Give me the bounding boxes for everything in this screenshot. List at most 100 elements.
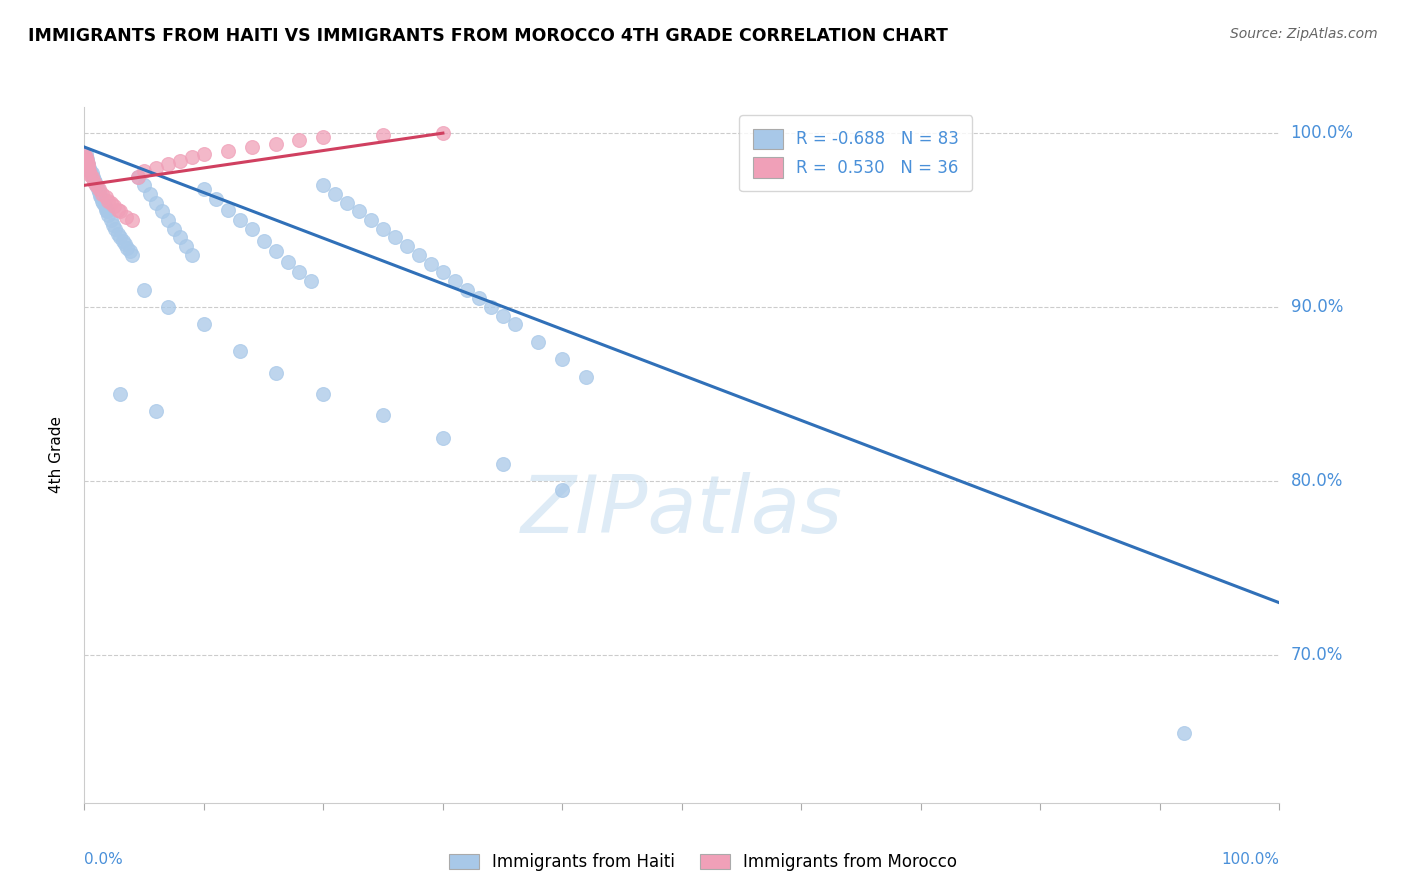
Point bbox=[100, 195, 122, 210]
Point bbox=[551, 352, 574, 367]
Point bbox=[575, 369, 598, 384]
Point bbox=[145, 195, 167, 210]
Point bbox=[86, 182, 108, 196]
Point bbox=[163, 222, 186, 236]
Point bbox=[323, 187, 346, 202]
Point bbox=[94, 190, 117, 204]
Point bbox=[408, 248, 430, 262]
Point bbox=[492, 457, 515, 471]
Point bbox=[169, 153, 191, 168]
Point bbox=[90, 190, 112, 204]
Point bbox=[127, 169, 149, 184]
Point bbox=[91, 187, 114, 202]
Y-axis label: 4th Grade: 4th Grade bbox=[49, 417, 63, 493]
Point bbox=[527, 334, 550, 349]
Point bbox=[145, 161, 167, 175]
Point bbox=[180, 248, 202, 262]
Text: 80.0%: 80.0% bbox=[1291, 472, 1343, 490]
Point bbox=[77, 164, 100, 178]
Point bbox=[336, 195, 359, 210]
Point bbox=[503, 318, 526, 332]
Point bbox=[371, 408, 394, 422]
Point bbox=[82, 169, 104, 184]
Point bbox=[349, 204, 371, 219]
Point bbox=[84, 175, 107, 189]
Point bbox=[127, 169, 149, 184]
Point bbox=[288, 133, 311, 147]
Point bbox=[456, 283, 478, 297]
Point bbox=[118, 244, 141, 259]
Text: 100.0%: 100.0% bbox=[1291, 124, 1354, 142]
Point bbox=[75, 152, 97, 166]
Point bbox=[396, 239, 419, 253]
Point bbox=[288, 265, 311, 279]
Point bbox=[301, 274, 323, 288]
Point bbox=[83, 173, 105, 187]
Point bbox=[193, 318, 215, 332]
Point bbox=[93, 195, 115, 210]
Point bbox=[107, 202, 129, 217]
Point bbox=[174, 239, 197, 253]
Legend: Immigrants from Haiti, Immigrants from Morocco: Immigrants from Haiti, Immigrants from M… bbox=[440, 845, 966, 880]
Point bbox=[96, 204, 118, 219]
Text: 70.0%: 70.0% bbox=[1291, 646, 1343, 664]
Legend: R = -0.688   N = 83, R =  0.530   N = 36: R = -0.688 N = 83, R = 0.530 N = 36 bbox=[740, 115, 973, 191]
Point bbox=[110, 204, 132, 219]
Point bbox=[479, 300, 502, 314]
Point bbox=[169, 230, 191, 244]
Point bbox=[371, 128, 394, 142]
Point bbox=[77, 161, 100, 175]
Point bbox=[79, 164, 101, 178]
Point bbox=[111, 234, 134, 248]
Point bbox=[87, 182, 110, 196]
Point bbox=[121, 213, 143, 227]
Point bbox=[253, 234, 276, 248]
Point bbox=[180, 151, 202, 165]
Point bbox=[80, 169, 103, 184]
Point bbox=[157, 300, 180, 314]
Point bbox=[360, 213, 382, 227]
Point bbox=[93, 199, 115, 213]
Point bbox=[94, 202, 117, 217]
Point bbox=[264, 244, 287, 259]
Point bbox=[139, 187, 162, 202]
Point bbox=[444, 274, 467, 288]
Point bbox=[157, 157, 180, 171]
Point bbox=[193, 182, 215, 196]
Point bbox=[432, 431, 454, 445]
Point bbox=[91, 194, 114, 208]
Point bbox=[97, 208, 120, 222]
Text: Source: ZipAtlas.com: Source: ZipAtlas.com bbox=[1230, 27, 1378, 41]
Point bbox=[467, 291, 491, 305]
Point bbox=[121, 248, 143, 262]
Point bbox=[114, 237, 136, 252]
Point bbox=[432, 265, 454, 279]
Point bbox=[77, 161, 100, 175]
Point bbox=[84, 178, 107, 193]
Point bbox=[228, 213, 252, 227]
Point bbox=[87, 186, 110, 200]
Point bbox=[228, 343, 252, 358]
Point bbox=[76, 152, 98, 166]
Point bbox=[97, 194, 120, 208]
Text: 100.0%: 100.0% bbox=[1222, 852, 1279, 866]
Point bbox=[264, 136, 287, 151]
Text: IMMIGRANTS FROM HAITI VS IMMIGRANTS FROM MOROCCO 4TH GRADE CORRELATION CHART: IMMIGRANTS FROM HAITI VS IMMIGRANTS FROM… bbox=[28, 27, 948, 45]
Point bbox=[384, 230, 406, 244]
Point bbox=[117, 241, 139, 255]
Text: 90.0%: 90.0% bbox=[1291, 298, 1343, 316]
Point bbox=[312, 387, 335, 401]
Point bbox=[115, 210, 138, 224]
Point bbox=[76, 157, 98, 171]
Point bbox=[132, 283, 156, 297]
Point bbox=[157, 213, 180, 227]
Point bbox=[217, 144, 239, 158]
Point bbox=[264, 366, 287, 380]
Point bbox=[217, 202, 239, 217]
Point bbox=[193, 147, 215, 161]
Point bbox=[83, 175, 105, 189]
Point bbox=[276, 255, 298, 269]
Point bbox=[73, 147, 96, 161]
Point bbox=[77, 157, 100, 171]
Point bbox=[103, 199, 125, 213]
